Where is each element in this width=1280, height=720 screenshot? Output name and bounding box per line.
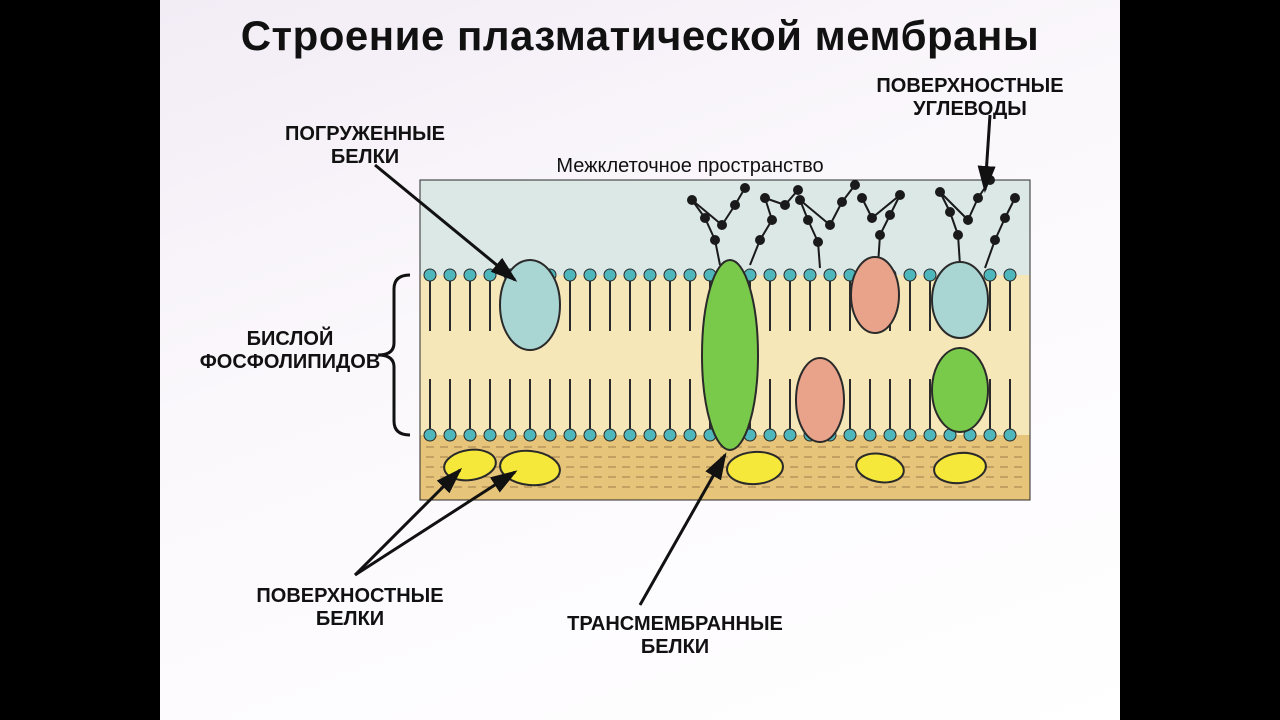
- svg-text:ПОВЕРХНОСТНЫЕУГЛЕВОДЫ: ПОВЕРХНОСТНЫЕУГЛЕВОДЫ: [876, 75, 1063, 120]
- stage: Строение плазматической мембраны ПОГРУЖЕ…: [0, 0, 1280, 720]
- svg-text:Межклеточное пространство: Межклеточное пространство: [556, 155, 823, 177]
- svg-text:ТРАНСМЕМБРАННЫЕБЕЛКИ: ТРАНСМЕМБРАННЫЕБЕЛКИ: [567, 613, 783, 658]
- slide-title: Строение плазматической мембраны: [160, 12, 1120, 60]
- membrane-diagram: ПОГРУЖЕННЫЕБЕЛКИ Межклеточное пространств…: [160, 70, 1120, 710]
- svg-text:ПОГРУЖЕННЫЕБЕЛКИ: ПОГРУЖЕННЫЕБЕЛКИ: [285, 123, 445, 168]
- diagram-wrap: ПОГРУЖЕННЫЕБЕЛКИ Межклеточное пространств…: [160, 70, 1120, 710]
- svg-text:БИСЛОЙФОСФОЛИПИДОВ: БИСЛОЙФОСФОЛИПИДОВ: [200, 326, 381, 373]
- svg-text:ПОВЕРХНОСТНЫЕБЕЛКИ: ПОВЕРХНОСТНЫЕБЕЛКИ: [256, 585, 443, 630]
- slide: Строение плазматической мембраны ПОГРУЖЕ…: [160, 0, 1120, 720]
